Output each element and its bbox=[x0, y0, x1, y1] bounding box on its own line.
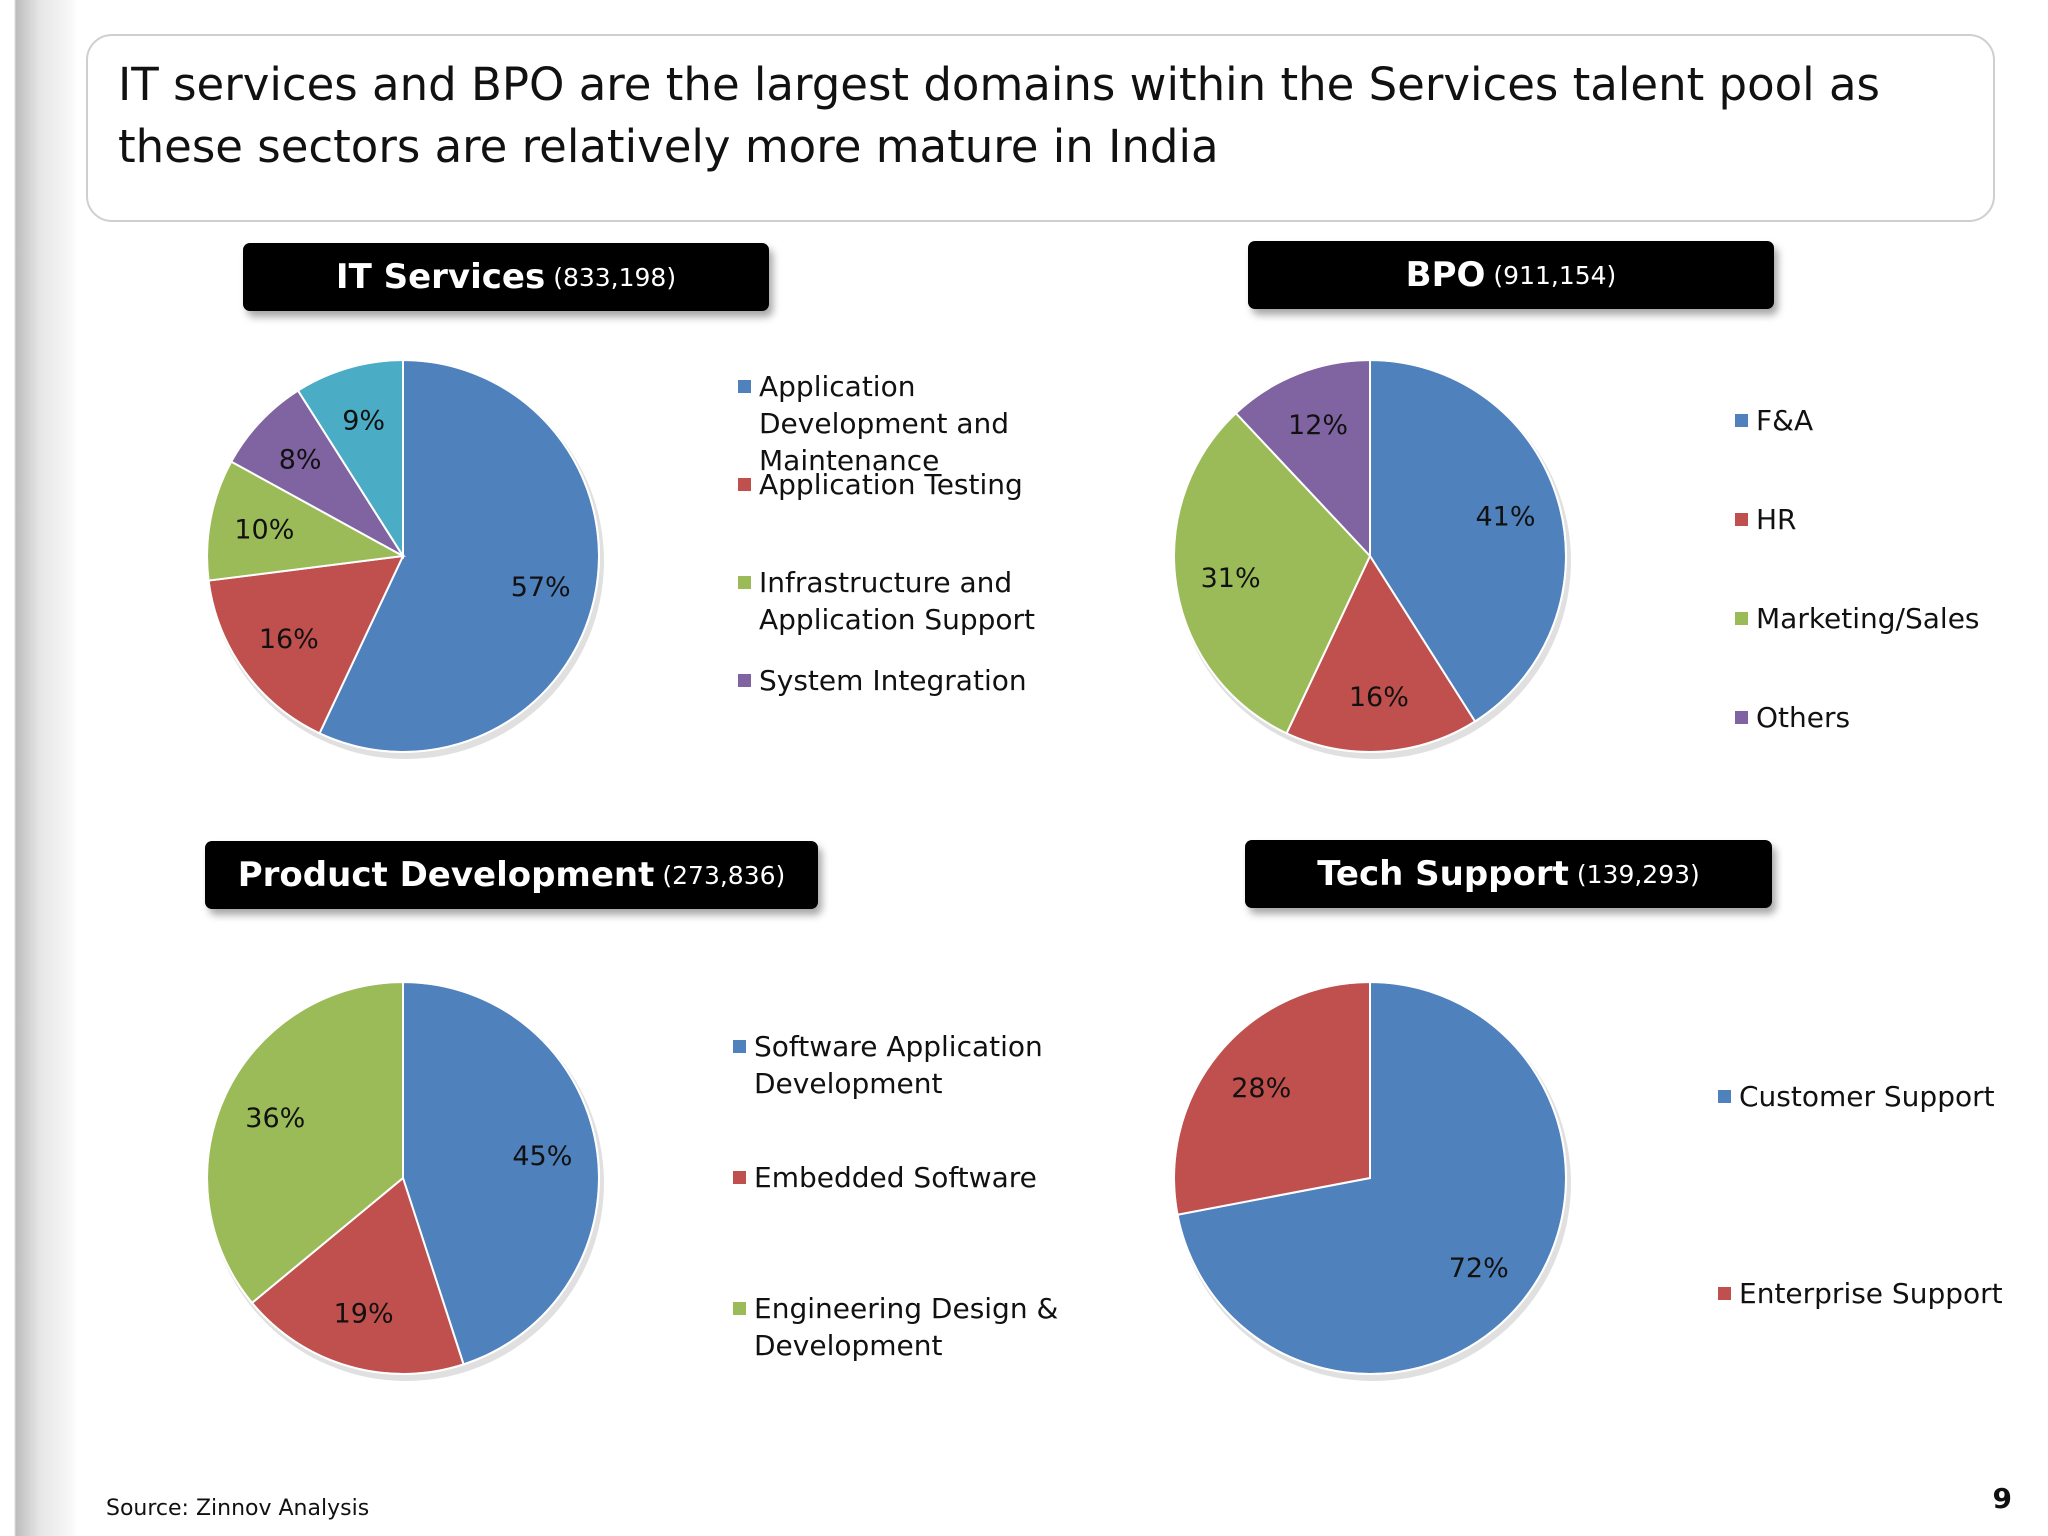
legend-swatch bbox=[1735, 513, 1748, 526]
it-services-legend: Application Development and Maintenance … bbox=[738, 368, 1078, 708]
legend-swatch bbox=[1735, 414, 1748, 427]
legend-label: Application Development and Maintenance bbox=[759, 370, 1010, 477]
legend-swatch bbox=[1718, 1090, 1731, 1103]
pie-outline bbox=[1173, 359, 1567, 753]
pie-data-label: 8% bbox=[279, 444, 322, 475]
legend-label: Customer Support bbox=[1739, 1080, 1995, 1113]
bpo-title: BPO bbox=[1405, 255, 1486, 295]
pie-outline bbox=[1173, 981, 1567, 1375]
tech-support-header: Tech Support (139,293) bbox=[1245, 840, 1772, 908]
pie-data-label: 31% bbox=[1201, 563, 1261, 594]
left-decorative-bar bbox=[0, 0, 78, 1536]
pie-data-label: 9% bbox=[342, 405, 385, 436]
slide-title: IT services and BPO are the largest doma… bbox=[118, 58, 1880, 173]
legend-label: Software Application Development bbox=[754, 1030, 1043, 1100]
bpo-header: BPO (911,154) bbox=[1248, 241, 1774, 309]
pie-data-label: 36% bbox=[245, 1103, 305, 1134]
legend-label: System Integration bbox=[759, 664, 1027, 697]
pie-data-label: 45% bbox=[512, 1141, 572, 1172]
legend-swatch bbox=[733, 1040, 746, 1053]
bpo-legend: F&A HR Marketing/Sales Others bbox=[1735, 402, 2035, 742]
legend-label: Embedded Software bbox=[754, 1161, 1037, 1194]
pie-data-label: 19% bbox=[334, 1299, 394, 1330]
legend-label: Infrastructure and Application Support bbox=[759, 566, 1036, 636]
legend-swatch bbox=[733, 1171, 746, 1184]
pie-data-label: 41% bbox=[1476, 502, 1536, 533]
pie-data-label: 57% bbox=[511, 572, 571, 603]
page-number: 9 bbox=[1992, 1482, 2012, 1515]
legend-label: Marketing/Sales bbox=[1756, 602, 1980, 635]
pie-data-label: 72% bbox=[1449, 1253, 1509, 1284]
product-development-pie-chart: 45% 19% 36% bbox=[206, 980, 604, 1381]
legend-swatch bbox=[1735, 711, 1748, 724]
legend-label: F&A bbox=[1756, 404, 1814, 437]
it-services-header: IT Services (833,198) bbox=[243, 243, 769, 311]
bpo-count: (911,154) bbox=[1493, 260, 1617, 290]
it-services-count: (833,198) bbox=[553, 262, 677, 292]
tech-support-pie-chart: 72% 28% bbox=[1173, 980, 1571, 1381]
source-note: Source: Zinnov Analysis bbox=[106, 1496, 370, 1521]
it-services-pie-chart: 57% 16% 10% 8% 9% bbox=[206, 358, 604, 759]
pie-data-label: 16% bbox=[259, 624, 319, 655]
product-development-header: Product Development (273,836) bbox=[205, 841, 818, 909]
legend-swatch bbox=[738, 380, 751, 393]
legend-swatch bbox=[1735, 612, 1748, 625]
pie-outline bbox=[206, 359, 600, 753]
tech-support-count: (139,293) bbox=[1576, 859, 1700, 889]
tech-support-legend: Customer Support Enterprise Support bbox=[1718, 1078, 2028, 1318]
legend-label: HR bbox=[1756, 503, 1797, 536]
pie-data-label: 10% bbox=[234, 515, 294, 546]
product-development-count: (273,836) bbox=[662, 860, 786, 890]
pie-data-label: 28% bbox=[1231, 1073, 1291, 1104]
pie-outline bbox=[206, 981, 600, 1375]
legend-swatch bbox=[738, 478, 751, 491]
slide-title-box: IT services and BPO are the largest doma… bbox=[86, 34, 1995, 222]
legend-label: Engineering Design & Development bbox=[754, 1292, 1059, 1362]
legend-swatch bbox=[738, 576, 751, 589]
legend-swatch bbox=[1718, 1287, 1731, 1300]
legend-label: Enterprise Support bbox=[1739, 1277, 2003, 1310]
it-services-title: IT Services bbox=[335, 257, 546, 297]
bpo-pie-chart: 41% 16% 31% 12% bbox=[1173, 358, 1571, 759]
product-development-title: Product Development bbox=[237, 855, 655, 895]
legend-swatch bbox=[738, 674, 751, 687]
legend-swatch bbox=[733, 1302, 746, 1315]
tech-support-title: Tech Support bbox=[1317, 854, 1569, 894]
product-development-legend: Software Application Development Embedde… bbox=[733, 1028, 1073, 1368]
pie-data-label: 16% bbox=[1349, 682, 1409, 713]
legend-label: Others bbox=[1756, 701, 1851, 734]
legend-label: Application Testing bbox=[759, 468, 1023, 501]
pie-data-label: 12% bbox=[1288, 410, 1348, 441]
